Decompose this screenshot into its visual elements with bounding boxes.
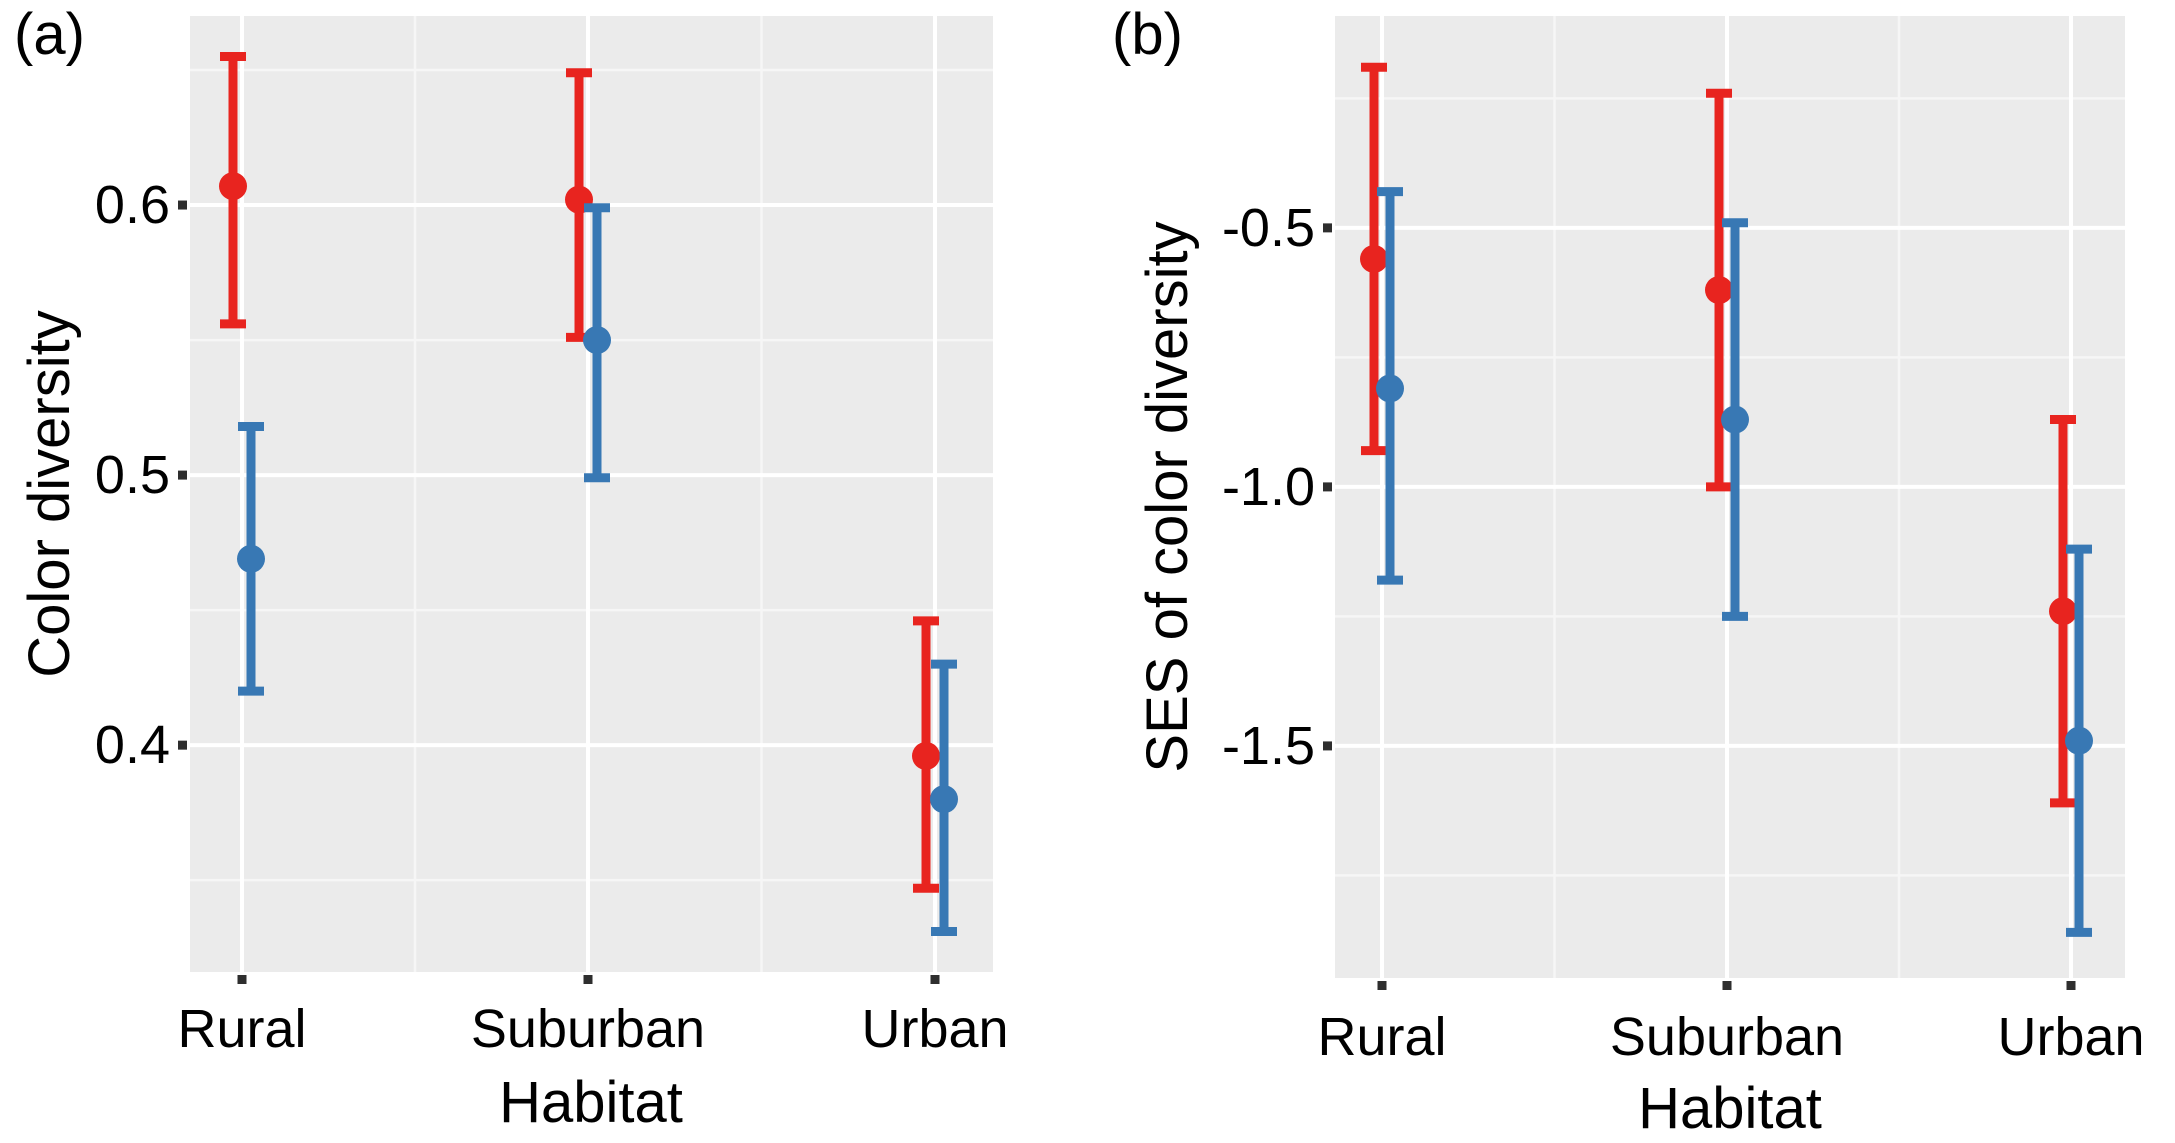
panel-a-label: (a) xyxy=(14,2,85,67)
panel-a-background xyxy=(190,16,993,972)
panel-a-mean-point-blue-suburban xyxy=(583,326,611,355)
panel-b-x-tick-mark xyxy=(1722,981,1732,990)
panel-b-y-tick-mark xyxy=(1323,741,1332,751)
panel-a-xtick-label-urban: Urban xyxy=(861,999,1009,1059)
panel-a-ytick-label-2: 0.4 xyxy=(94,715,170,776)
panel-b-xtick-label-rural: Rural xyxy=(1317,1007,1447,1067)
panel-a-x-tick-mark xyxy=(930,975,940,984)
panel-b-xtick-label-suburban: Suburban xyxy=(1609,1007,1845,1067)
panel-b-mean-point-red-urban xyxy=(2049,597,2077,626)
panel-b-ytick-label-2: -1.5 xyxy=(1221,715,1315,776)
panel-a-y-tick-mark xyxy=(178,740,187,750)
panel-b-xtick-label-urban: Urban xyxy=(1997,1007,2145,1067)
panel-b-mean-point-blue-suburban xyxy=(1721,405,1749,434)
panel-a-mean-point-red-urban xyxy=(912,741,940,770)
panel-b-background xyxy=(1335,16,2125,978)
panel-b-ytick-label-0: -0.5 xyxy=(1221,197,1315,258)
panel-a-ytick-label-1: 0.5 xyxy=(94,445,170,506)
panel-a-x-tick-mark xyxy=(237,975,247,984)
panel-b-x-axis-title: Habitat xyxy=(1638,1076,1822,1141)
panel-a-mean-point-red-rural xyxy=(219,172,247,201)
panel-b-mean-point-red-rural xyxy=(1360,244,1388,273)
panel-a-x-axis-title: Habitat xyxy=(499,1070,683,1135)
panel-b-label: (b) xyxy=(1112,2,1183,67)
panel-a-xtick-label-suburban: Suburban xyxy=(470,999,706,1059)
panel-b-x-tick-mark xyxy=(2066,981,2076,990)
panel-a-y-tick-mark xyxy=(178,470,187,480)
panel-a-mean-point-blue-rural xyxy=(237,544,265,573)
panel-b-mean-point-blue-urban xyxy=(2065,726,2093,755)
panel-b-mean-point-red-suburban xyxy=(1705,276,1733,305)
panel-b-mean-point-blue-rural xyxy=(1376,374,1404,403)
panel-a-ytick-label-0: 0.6 xyxy=(94,175,170,236)
panel-a-mean-point-blue-urban xyxy=(930,785,958,814)
panel-a-xtick-label-rural: Rural xyxy=(177,999,307,1059)
panel-a-x-tick-mark xyxy=(583,975,593,984)
panel-b-x-tick-mark xyxy=(1377,981,1387,990)
panel-b-y-tick-mark xyxy=(1323,482,1332,492)
panel-b-y-tick-mark xyxy=(1323,223,1332,233)
panel-a-y-tick-mark xyxy=(178,200,187,210)
panel-b-ytick-label-1: -1.0 xyxy=(1221,456,1315,517)
